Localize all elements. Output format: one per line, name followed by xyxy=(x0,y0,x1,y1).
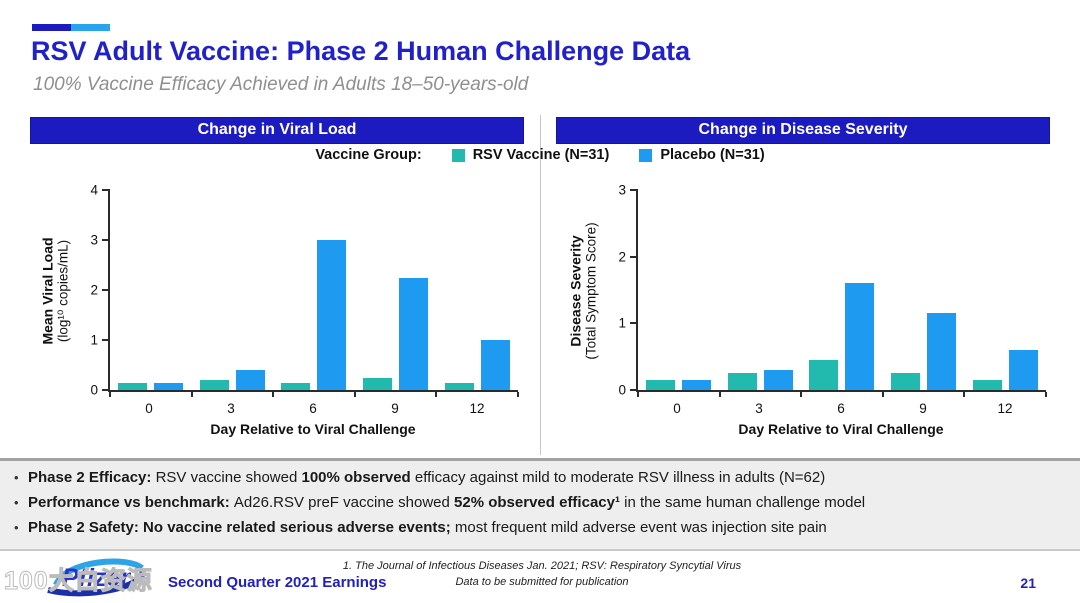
y-tick-label: 1 xyxy=(618,315,626,331)
y-tick-label: 3 xyxy=(618,182,626,198)
bullet-item: Performance vs benchmark: Ad26.RSV preF … xyxy=(12,494,1068,511)
slide-title: RSV Adult Vaccine: Phase 2 Human Challen… xyxy=(31,36,691,66)
x-tick-label: 12 xyxy=(997,401,1013,416)
pfizer-logo-swoosh-icon xyxy=(47,558,146,597)
footnote-line: Data to be submitted for publication xyxy=(455,576,629,588)
bar xyxy=(399,277,429,390)
x-tick-label: 6 xyxy=(837,401,845,416)
legend-title: Vaccine Group: xyxy=(315,147,422,163)
x-tick-label: 9 xyxy=(391,401,399,416)
y-axis-title: Disease Severity xyxy=(567,235,584,347)
x-axis-title: Day Relative to Viral Challenge xyxy=(738,421,944,437)
pfizer-logo-text: Pfizer xyxy=(62,564,131,592)
bar-group xyxy=(273,190,355,390)
bar xyxy=(235,370,265,390)
slide-subtitle: 100% Vaccine Efficacy Achieved in Adults… xyxy=(33,74,529,95)
y-axis-subtitle: (Total Symptom Score) xyxy=(583,222,599,360)
bar xyxy=(845,283,875,390)
bar-group xyxy=(801,190,883,390)
y-axis-label: Mean Viral Load (log¹⁰ copies/mL) xyxy=(30,176,80,437)
legend-item-label: Placebo (N=31) xyxy=(660,147,765,163)
bar xyxy=(154,382,184,390)
y-tick-label: 4 xyxy=(90,182,98,198)
y-tick-label: 2 xyxy=(618,249,626,265)
y-tick-label: 0 xyxy=(90,382,98,398)
footer: Pfizer 100大白资源 Second Quarter 2021 Earni… xyxy=(0,552,1080,603)
x-tick-label: 9 xyxy=(919,401,927,416)
footnote-line: 1. The Journal of Infectious Diseases Ja… xyxy=(342,560,742,572)
bar xyxy=(809,360,839,390)
title-accent-bar xyxy=(32,24,110,31)
key-points-band: Phase 2 Efficacy: RSV vaccine showed 100… xyxy=(0,458,1080,551)
accent-dark-segment xyxy=(32,24,71,31)
bar xyxy=(480,340,510,390)
bullet-item: Phase 2 Efficacy: RSV vaccine showed 100… xyxy=(12,469,1068,486)
chart-legend: Vaccine Group: RSV Vaccine (N=31) Placeb… xyxy=(0,147,1080,163)
bar xyxy=(927,313,957,390)
y-tick-label: 3 xyxy=(90,232,98,248)
legend-item-label: RSV Vaccine (N=31) xyxy=(472,147,610,163)
bar-group xyxy=(436,190,518,390)
bullet-item: Phase 2 Safety: No vaccine related serio… xyxy=(12,519,1068,536)
viral-load-panel-header: Change in Viral Load xyxy=(30,117,524,144)
bar xyxy=(444,382,474,390)
bar-group xyxy=(964,190,1046,390)
disease-severity-panel-header: Change in Disease Severity xyxy=(556,117,1050,144)
disease-severity-chart: Disease Severity (Total Symptom Score) 0 1 2… xyxy=(558,176,1050,437)
footer-label: Second Quarter 2021 Earnings xyxy=(168,574,387,591)
bar xyxy=(763,370,793,390)
y-axis-subtitle: (log¹⁰ copies/mL) xyxy=(55,239,71,342)
x-tick-label: 0 xyxy=(145,401,153,416)
bar-group xyxy=(110,190,192,390)
bar xyxy=(317,240,347,390)
bar xyxy=(363,377,393,390)
bar xyxy=(199,380,229,390)
page-number: 21 xyxy=(1020,575,1036,591)
x-tick-label: 3 xyxy=(755,401,763,416)
x-tick-label: 12 xyxy=(469,401,485,416)
pfizer-logo: Pfizer xyxy=(26,555,166,601)
plot-area: 0 1 2 3 4 xyxy=(90,183,519,398)
viral-load-chart: Mean Viral Load (log¹⁰ copies/mL) 0 1 2 3 4 0 3 6… xyxy=(30,176,522,437)
rsv-vaccine-swatch-icon xyxy=(451,148,465,162)
placebo-swatch-icon xyxy=(639,148,653,162)
bar xyxy=(118,382,148,390)
bar xyxy=(891,373,921,390)
bar xyxy=(646,380,676,390)
legend-item-placebo: Placebo (N=31) xyxy=(639,147,765,163)
bar xyxy=(682,380,712,390)
bar xyxy=(281,382,311,390)
x-tick-label: 0 xyxy=(673,401,681,416)
x-tick-label: 3 xyxy=(227,401,235,416)
bar xyxy=(1008,350,1038,390)
bar-group xyxy=(720,190,802,390)
accent-light-segment xyxy=(71,24,110,31)
y-axis-label: Disease Severity (Total Symptom Score) xyxy=(558,176,608,437)
bar-group xyxy=(883,190,965,390)
y-tick-label: 0 xyxy=(618,382,626,398)
legend-item-rsv-vaccine: RSV Vaccine (N=31) xyxy=(451,147,610,163)
x-tick-label: 6 xyxy=(309,401,317,416)
panel-divider xyxy=(540,115,541,455)
bar-group xyxy=(638,190,720,390)
bar xyxy=(972,380,1002,390)
key-points-list: Phase 2 Efficacy: RSV vaccine showed 100… xyxy=(0,469,1080,536)
plot-area: 0 1 2 3 xyxy=(618,183,1047,398)
y-tick-label: 1 xyxy=(90,332,98,348)
footnotes: 1. The Journal of Infectious Diseases Ja… xyxy=(330,558,754,590)
bar xyxy=(727,373,757,390)
x-axis-title: Day Relative to Viral Challenge xyxy=(210,421,416,437)
y-axis-title: Mean Viral Load xyxy=(39,237,56,345)
bar-group xyxy=(192,190,274,390)
charts-row: Mean Viral Load (log¹⁰ copies/mL) 0 1 2 3 4 0 3 6… xyxy=(30,176,1050,437)
panel-headers-row: Change in Viral Load Change in Disease S… xyxy=(30,117,1050,144)
bar-group xyxy=(355,190,437,390)
y-tick-label: 2 xyxy=(90,282,98,298)
